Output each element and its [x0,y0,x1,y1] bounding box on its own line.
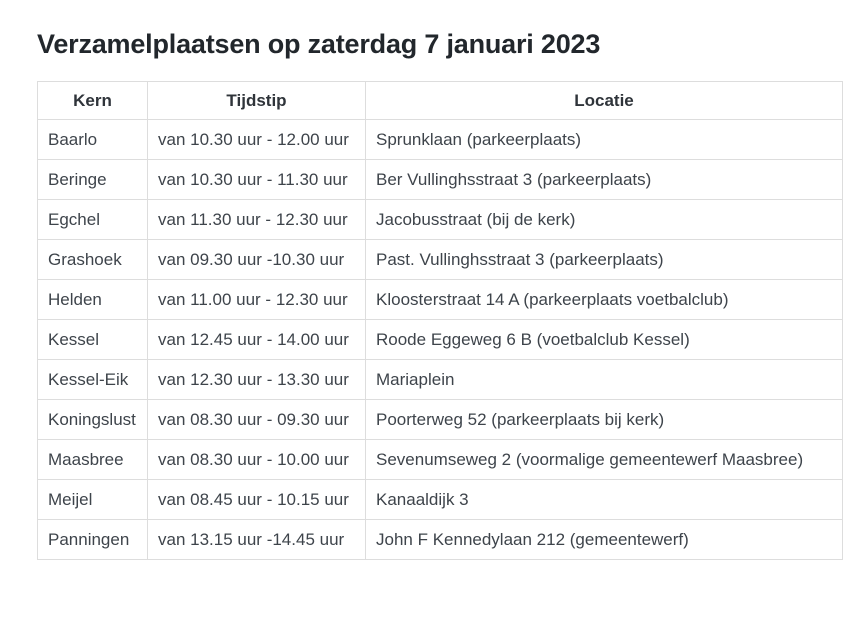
cell-locatie: Sevenumseweg 2 (voormalige gemeentewerf … [365,439,843,480]
cell-locatie: Mariaplein [365,359,843,400]
cell-locatie: Ber Vullinghsstraat 3 (parkeerplaats) [365,159,843,200]
cell-kern: Baarlo [37,119,148,160]
table-body: Baarlo van 10.30 uur - 12.00 uur Sprunklaa… [37,119,843,560]
page-title: Verzamelplaatsen op zaterdag 7 januari 2… [37,29,601,59]
column-header-tijdstip: Tijdstip [147,81,366,120]
cell-kern: Kessel [37,319,148,360]
table-row: Grashoek van 09.30 uur -10.30 uur Past. Vu… [37,239,843,280]
cell-kern: Beringe [37,159,148,200]
cell-kern: Kessel-Eik [37,359,148,400]
collection-points-table: Kern Tijdstip Locatie Baarlo van 10.30 uu… [37,81,843,560]
cell-tijdstip: van 09.30 uur -10.30 uur [147,239,366,280]
table-row: Koningslust van 08.30 uur - 09.30 uur Poor… [37,399,843,440]
table-header-row: Kern Tijdstip Locatie [37,81,843,120]
column-header-kern: Kern [37,81,148,120]
cell-tijdstip: van 08.30 uur - 10.00 uur [147,439,366,480]
cell-tijdstip: van 10.30 uur - 12.00 uur [147,119,366,160]
cell-tijdstip: van 10.30 uur - 11.30 uur [147,159,366,200]
cell-kern: Egchel [37,199,148,240]
page: Verzamelplaatsen op zaterdag 7 januari 2… [0,28,858,628]
cell-locatie: Past. Vullinghsstraat 3 (parkeerplaats) [365,239,843,280]
table-row: Panningen van 13.15 uur -14.45 uur John F … [37,519,843,560]
cell-locatie: Poorterweg 52 (parkeerplaats bij kerk) [365,399,843,440]
cell-kern: Koningslust [37,399,148,440]
table-row: Kessel-Eik van 12.30 uur - 13.30 uur Maria… [37,359,843,400]
table-row: Maasbree van 08.30 uur - 10.00 uur Sevenum… [37,439,843,480]
cell-tijdstip: van 12.45 uur - 14.00 uur [147,319,366,360]
cell-locatie: Sprunklaan (parkeerplaats) [365,119,843,160]
cell-locatie: Roode Eggeweg 6 B (voetbalclub Kessel) [365,319,843,360]
cell-tijdstip: van 12.30 uur - 13.30 uur [147,359,366,400]
table-row: Egchel van 11.30 uur - 12.30 uur Jacobusst… [37,199,843,240]
cell-kern: Panningen [37,519,148,560]
cell-kern: Helden [37,279,148,320]
cell-tijdstip: van 11.30 uur - 12.30 uur [147,199,366,240]
cell-kern: Grashoek [37,239,148,280]
table-row: Kessel van 12.45 uur - 14.00 uur Roode Egg… [37,319,843,360]
cell-tijdstip: van 11.00 uur - 12.30 uur [147,279,366,320]
cell-kern: Meijel [37,479,148,520]
cell-kern: Maasbree [37,439,148,480]
cell-tijdstip: van 08.30 uur - 09.30 uur [147,399,366,440]
cell-tijdstip: van 13.15 uur -14.45 uur [147,519,366,560]
table-row: Helden van 11.00 uur - 12.30 uur Kloosters… [37,279,843,320]
cell-locatie: John F Kennedylaan 212 (gemeentewerf) [365,519,843,560]
table-row: Meijel van 08.45 uur - 10.15 uur Kanaaldij… [37,479,843,520]
cell-locatie: Kloosterstraat 14 A (parkeerplaats voetb… [365,279,843,320]
table-row: Baarlo van 10.30 uur - 12.00 uur Sprunklaa… [37,119,843,160]
cell-locatie: Jacobusstraat (bij de kerk) [365,199,843,240]
table-row: Beringe van 10.30 uur - 11.30 uur Ber Vull… [37,159,843,200]
column-header-locatie: Locatie [365,81,843,120]
cell-locatie: Kanaaldijk 3 [365,479,843,520]
cell-tijdstip: van 08.45 uur - 10.15 uur [147,479,366,520]
